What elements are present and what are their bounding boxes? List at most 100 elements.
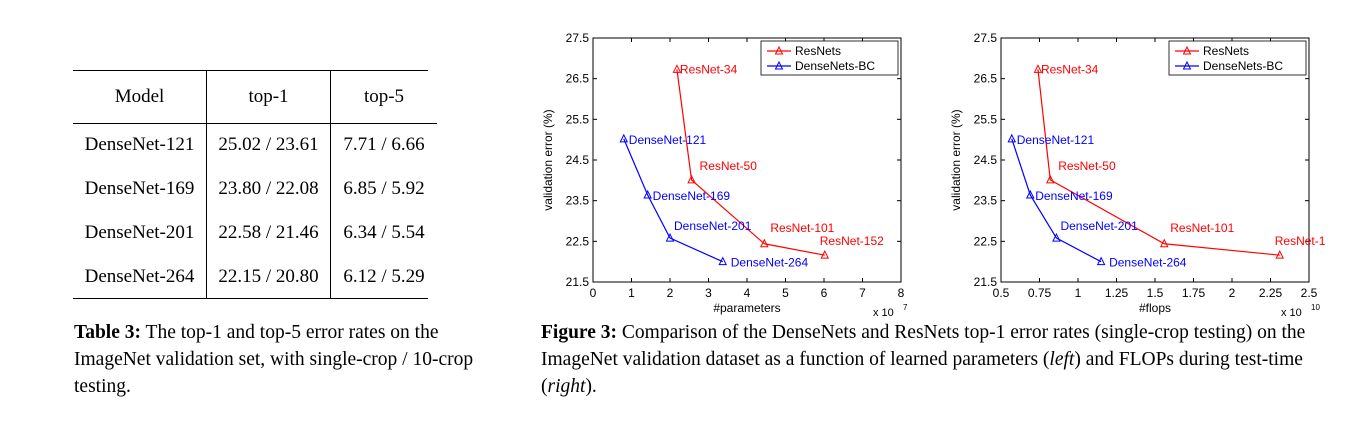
y-tick-label: 21.5 [974, 275, 998, 289]
y-tick-label: 24.5 [566, 153, 590, 167]
x-exponent: 7 [903, 303, 908, 312]
data-label: DenseNet-201 [674, 219, 752, 233]
y-tick-label: 26.5 [974, 72, 998, 86]
x-axis-label: #parameters [713, 301, 780, 315]
figure-caption-text-a: Comparison of the DenseNets and ResNets … [541, 322, 1306, 370]
cell-top5: 6.12 / 5.29 [343, 266, 425, 287]
figure-caption-right: right [547, 376, 586, 397]
data-label: DenseNet-264 [1109, 256, 1187, 270]
data-point [672, 64, 682, 73]
data-label: DenseNet-169 [1035, 189, 1113, 203]
plot-area [592, 37, 902, 283]
legend-marker [774, 60, 784, 70]
data-label: ResNet-152 [820, 234, 884, 248]
cell-top5: 6.34 / 5.54 [343, 222, 425, 243]
data-point [1052, 232, 1061, 242]
series-line-resnets [676, 69, 825, 256]
x-multiplier: x 10 [873, 307, 894, 316]
legend-entry: ResNets [1203, 44, 1249, 58]
data-label: ResNet-101 [1170, 221, 1234, 235]
table-top-rule [73, 70, 428, 71]
data-point [1045, 174, 1055, 184]
x-tick-label: 2 [1229, 286, 1236, 300]
y-tick-label: 21.5 [566, 275, 590, 289]
data-point [619, 133, 629, 143]
data-point [1275, 250, 1285, 259]
x-tick-label: 1.25 [1105, 286, 1129, 300]
series-line-densenets [623, 138, 723, 263]
data-label: ResNet-50 [1058, 159, 1116, 173]
x-tick-label: 2.25 [1259, 286, 1283, 300]
table-row: DenseNet-264 22.15 / 20.80 6.12 / 5.29 [73, 255, 437, 299]
cell-model: DenseNet-264 [73, 255, 207, 299]
x-multiplier: x 10 [1281, 307, 1302, 316]
x-tick-label: 5 [782, 286, 789, 300]
y-tick-label: 23.5 [566, 194, 590, 208]
x-tick-label: 1.5 [1147, 286, 1164, 300]
legend-marker [1182, 45, 1192, 55]
table-row: DenseNet-201 22.58 / 21.46 6.34 / 5.54 [73, 211, 437, 255]
x-tick-label: 2 [667, 286, 674, 300]
y-tick-label: 23.5 [974, 194, 998, 208]
cell-top1: 23.80 / 22.08 [206, 167, 331, 211]
table-caption: Table 3: The top-1 and top-5 error rates… [74, 319, 494, 400]
y-tick-label: 22.5 [566, 234, 590, 248]
legend-entry: ResNets [795, 44, 841, 58]
legend-entry: DenseNets-BC [1203, 59, 1283, 73]
data-point [665, 232, 675, 242]
table-row: DenseNet-169 23.80 / 22.08 6.85 / 5.92 [73, 167, 437, 211]
x-tick-label: 7 [859, 286, 866, 300]
y-axis-label: validation error (%) [541, 109, 555, 210]
table-caption-text: The top-1 and top-5 error rates on the I… [74, 322, 474, 397]
data-label: DenseNet-169 [653, 189, 731, 203]
y-tick-label: 27.5 [974, 31, 998, 45]
data-label: ResNet-101 [770, 221, 834, 235]
header-top5: top-5 [330, 71, 437, 124]
legend-box [1168, 40, 1307, 76]
data-label: DenseNet-121 [629, 133, 707, 147]
data-point [643, 189, 652, 199]
x-axis-label: #flops [1139, 301, 1171, 315]
chart-flops: 0.5 0.75 1 1.25 1.5 1.75 2 2.25 2.5 21.5 22.5 23.5 2… [949, 31, 1326, 316]
y-tick-label: 25.5 [974, 112, 998, 126]
table-caption-label: Table 3: [74, 322, 142, 343]
y-tick-label: 27.5 [566, 31, 590, 45]
x-exponent: 10 [1311, 303, 1320, 312]
cell-top1: 25.02 / 23.61 [206, 123, 331, 167]
data-label: ResNet-34 [680, 62, 738, 76]
table-row: DenseNet-121 25.02 / 23.61 7.71 / 6.66 [73, 123, 437, 167]
cell-top1: 22.15 / 20.80 [206, 255, 331, 299]
data-label: ResNet-152 [1275, 234, 1326, 248]
data-label: ResNet-34 [1041, 62, 1099, 76]
error-rate-table: Model top-1 top-5 DenseNet-121 25.02 / 2… [73, 71, 437, 299]
data-label: ResNet-50 [700, 159, 758, 173]
figure-caption-label: Figure 3: [541, 322, 618, 343]
x-tick-label: 0.5 [993, 286, 1010, 300]
x-tick-label: 1.75 [1182, 286, 1206, 300]
y-tick-label: 24.5 [974, 153, 998, 167]
data-label: DenseNet-121 [1017, 133, 1095, 147]
data-label: DenseNet-201 [1060, 219, 1138, 233]
cell-top1: 22.58 / 21.46 [206, 211, 331, 255]
figure-caption-left: left [1049, 349, 1075, 370]
x-tick-label: 1 [628, 286, 635, 300]
y-tick-label: 22.5 [974, 234, 998, 248]
data-point [1033, 64, 1043, 73]
y-tick-label: 25.5 [566, 112, 590, 126]
cell-model: DenseNet-201 [73, 211, 207, 255]
figure-caption-text-b: ) and FLOPs during test-time ( [541, 349, 1303, 397]
legend-box [760, 40, 899, 76]
cell-model: DenseNet-121 [73, 123, 207, 167]
table-header-row: Model top-1 top-5 [73, 71, 437, 124]
x-tick-label: 3 [705, 286, 712, 300]
y-axis-label: validation error (%) [949, 109, 963, 210]
x-tick-label: 0.75 [1028, 286, 1052, 300]
header-model: Model [73, 71, 207, 124]
cell-top5: 6.85 / 5.92 [343, 178, 425, 199]
series-line-resnets [1037, 69, 1280, 256]
y-tick-label: 26.5 [566, 72, 590, 86]
figure-caption-text-c: ). [585, 376, 597, 397]
data-point [1096, 256, 1106, 266]
x-tick-label: 0 [590, 286, 597, 300]
cell-top5: 7.71 / 6.66 [343, 134, 425, 156]
